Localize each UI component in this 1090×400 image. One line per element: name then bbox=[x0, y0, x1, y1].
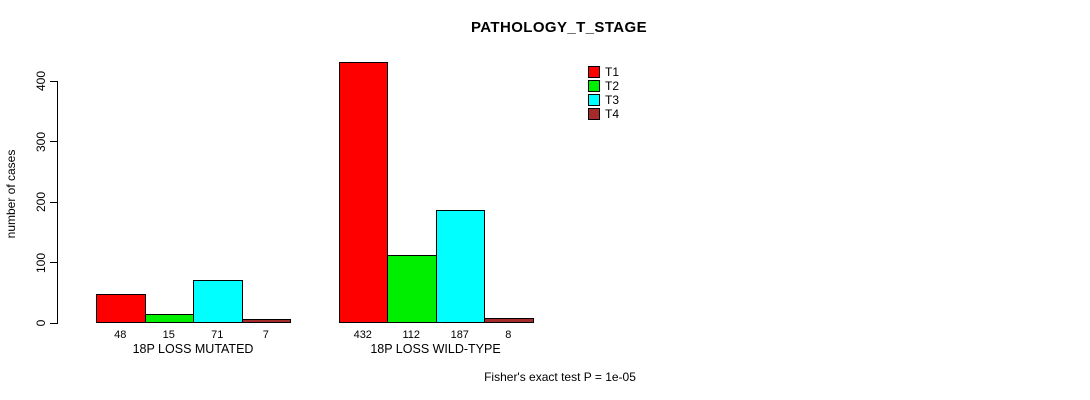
bar-t4 bbox=[484, 318, 534, 323]
legend-label-t3: T3 bbox=[605, 93, 620, 107]
legend-swatch-t2 bbox=[588, 80, 600, 92]
y-axis-tick bbox=[50, 80, 57, 82]
y-axis-tick-label: 0 bbox=[34, 319, 48, 327]
y-axis-tick-label: 400 bbox=[34, 70, 48, 92]
bar-value-label: 15 bbox=[162, 329, 175, 341]
y-axis-tick-label: 100 bbox=[34, 252, 48, 273]
legend-label-t2: T2 bbox=[605, 79, 620, 93]
bar-t3 bbox=[435, 209, 485, 323]
y-axis-tick bbox=[50, 262, 57, 263]
y-axis-tick-label: 300 bbox=[34, 131, 48, 152]
bar-value-label: 48 bbox=[114, 329, 127, 341]
bar-value-label: 432 bbox=[353, 329, 372, 341]
bar-t4 bbox=[241, 318, 291, 323]
annotation-text: Fisher's exact test P = 1e-05 bbox=[484, 370, 636, 384]
bar-value-label: 8 bbox=[505, 329, 512, 341]
bar-value-label: 71 bbox=[211, 329, 224, 341]
bar-t3 bbox=[193, 280, 243, 323]
bar-value-label: 7 bbox=[262, 329, 269, 341]
bar-t1 bbox=[338, 61, 388, 323]
y-axis-tick bbox=[50, 201, 57, 203]
bar-t2 bbox=[387, 255, 437, 323]
y-axis-tick bbox=[50, 322, 57, 324]
category-label: 18P LOSS MUTATED bbox=[132, 342, 254, 356]
category-label: 18P LOSS WILD-TYPE bbox=[370, 342, 501, 356]
bar-value-label: 187 bbox=[450, 329, 469, 341]
legend-label-t1: T1 bbox=[605, 65, 620, 79]
y-axis-line bbox=[57, 81, 58, 324]
y-axis-title: number of cases bbox=[4, 149, 18, 239]
legend-swatch-t1 bbox=[588, 66, 600, 78]
y-axis-tick bbox=[50, 141, 57, 142]
chart-title: PATHOLOGY_T_STAGE bbox=[471, 19, 647, 36]
legend-swatch-t4 bbox=[588, 108, 600, 120]
legend-label-t4: T4 bbox=[605, 107, 620, 121]
bar-t2 bbox=[144, 313, 194, 323]
bar-t1 bbox=[96, 293, 146, 323]
y-axis-tick-label: 200 bbox=[34, 191, 48, 213]
legend-swatch-t3 bbox=[588, 94, 600, 106]
bar-value-label: 112 bbox=[402, 329, 421, 341]
